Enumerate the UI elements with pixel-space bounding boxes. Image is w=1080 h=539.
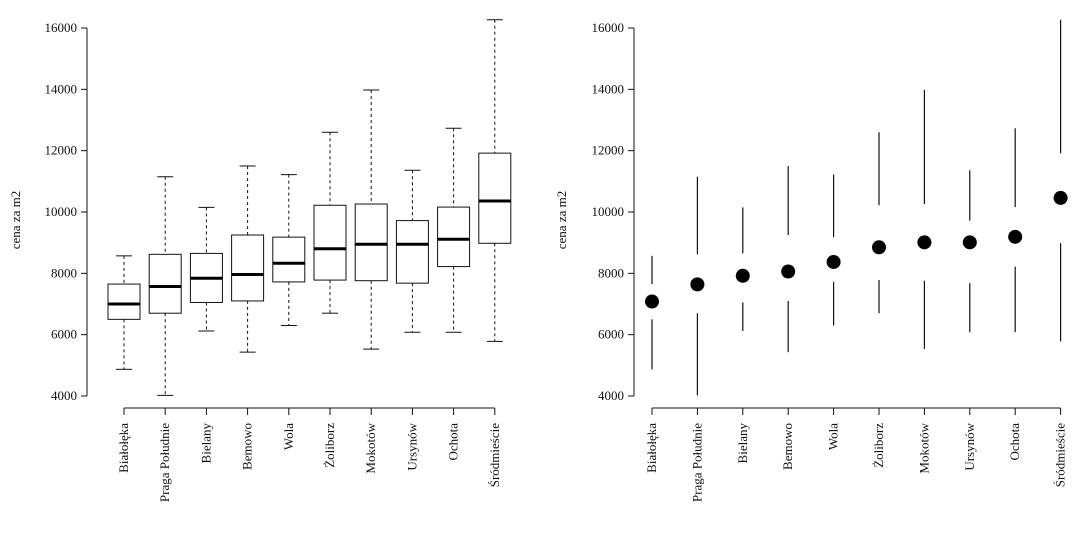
box xyxy=(354,203,388,282)
median-point xyxy=(781,264,796,279)
x-tick-label: Bemowo xyxy=(240,423,255,470)
y-axis-label: cena za m2 xyxy=(8,191,23,249)
median-point xyxy=(826,254,841,269)
box xyxy=(395,220,429,284)
median-point xyxy=(962,235,977,250)
x-tick-label: Żoliborz xyxy=(871,423,886,468)
median-point xyxy=(1008,229,1023,244)
x-tick-label: Mokotów xyxy=(363,422,378,473)
y-tick-label: 12000 xyxy=(592,143,625,158)
y-tick-label: 8000 xyxy=(51,265,77,280)
y-tick-label: 14000 xyxy=(592,81,625,96)
x-tick-label: Bemowo xyxy=(780,423,795,470)
y-axis-label: cena za m2 xyxy=(554,191,569,249)
x-tick-label: Wola xyxy=(281,423,296,450)
median-point xyxy=(917,235,932,250)
x-tick-label: Ursynów xyxy=(962,422,977,470)
x-tick-label: Wola xyxy=(826,423,841,450)
x-tick-label: Śródmieście xyxy=(487,423,502,487)
y-tick-label: 10000 xyxy=(45,204,78,219)
box xyxy=(313,204,347,281)
y-tick-label: 16000 xyxy=(45,20,78,35)
box xyxy=(107,283,141,320)
boxplot-panel: 4000 6000 8000 10000 12000 14000 16000 cena za … xyxy=(8,19,512,502)
box xyxy=(272,236,306,283)
y-tick-label: 6000 xyxy=(598,327,624,342)
box xyxy=(437,206,471,268)
x-tick-label: Ochota xyxy=(1007,423,1022,461)
x-tick-label: Ochota xyxy=(446,423,461,461)
x-tick-label: Żoliborz xyxy=(322,423,337,468)
x-tick-label: Praga Południe xyxy=(689,423,704,502)
y-tick-label: 4000 xyxy=(598,388,624,403)
x-tick-label: Mokotów xyxy=(916,422,931,473)
x-tick-label: Bielany xyxy=(198,423,213,464)
y-tick-label: 6000 xyxy=(51,327,77,342)
box xyxy=(148,253,182,314)
median-point xyxy=(872,240,886,255)
y-tick-label: 10000 xyxy=(592,204,625,219)
y-tick-label: 16000 xyxy=(592,20,625,35)
x-tick-label: Ursynów xyxy=(404,422,419,470)
x-tick-label: Bielany xyxy=(735,423,750,464)
median-point xyxy=(1053,190,1068,205)
median-point xyxy=(690,277,705,292)
x-tick-label: Praga Południe xyxy=(157,423,172,502)
box xyxy=(231,234,265,302)
x-tick-label: Białołęka xyxy=(644,423,659,473)
median-point xyxy=(645,294,659,309)
y-tick-label: 14000 xyxy=(45,81,78,96)
y-tick-label: 4000 xyxy=(51,388,77,403)
median-point xyxy=(735,268,750,283)
dot-range-panel: 4000 6000 8000 10000 12000 14000 16000 cena za … xyxy=(554,19,1068,502)
box xyxy=(478,152,512,244)
y-tick-label: 12000 xyxy=(45,143,78,158)
y-tick-label: 8000 xyxy=(598,265,624,280)
x-tick-label: Białołęka xyxy=(116,423,131,473)
x-tick-label: Śródmieście xyxy=(1053,423,1068,487)
